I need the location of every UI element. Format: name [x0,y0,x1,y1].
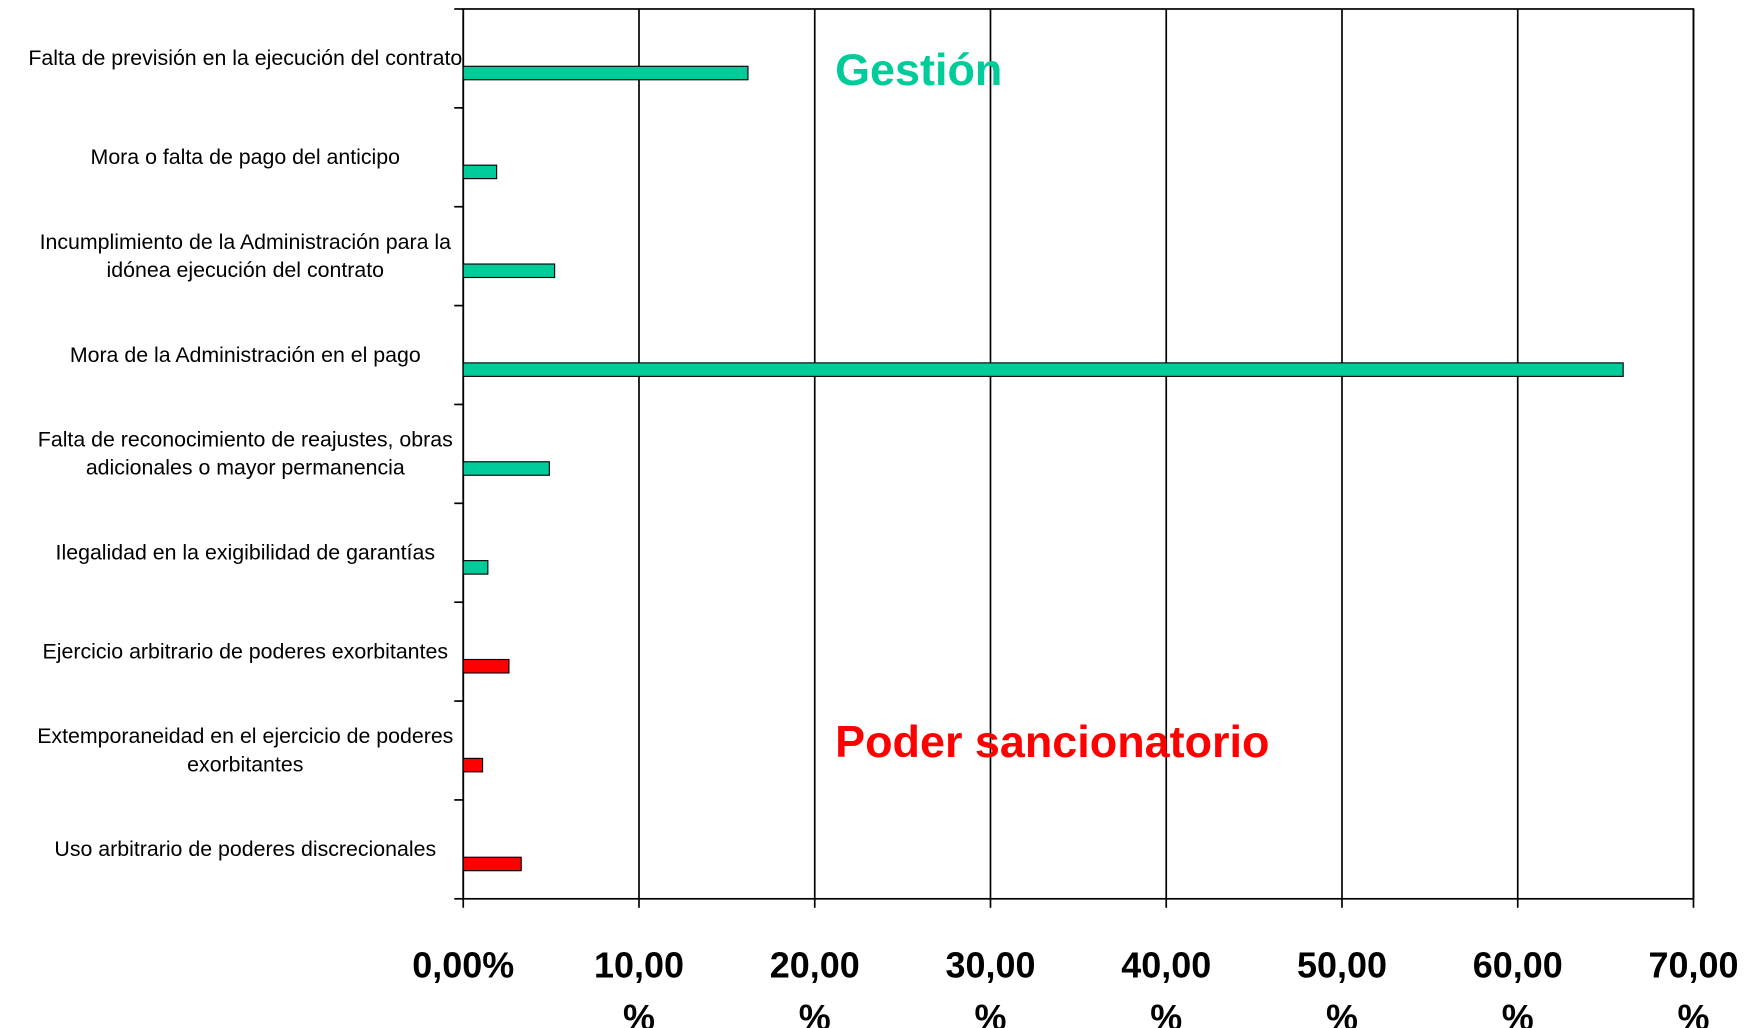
x-tick-label-line: % [1326,997,1358,1028]
x-tick-label-line: % [1502,997,1534,1028]
category-label-line: Mora o falta de pago del anticipo [91,145,400,169]
bar [462,658,510,674]
category-label: Uso arbitrario de poderes discrecionales [54,837,436,861]
x-tick-label-line: 70,00 [1649,944,1739,985]
x-tick-label: 10,00% [594,944,684,1028]
x-tick-label-line: 30,00 [946,944,1036,985]
category-label-line: Uso arbitrario de poderes discrecionales [54,837,436,861]
x-tick-label-line: % [975,997,1007,1028]
category-label: Falta de previsión en la ejecución del c… [28,46,462,70]
category-label-line: idónea ejecución del contrato [107,258,384,282]
category-label-line: Mora de la Administración en el pago [70,343,421,367]
plot-frame [462,8,1695,900]
category-label: Falta de reconocimiento de reajustes, ob… [38,428,453,480]
category-label-line: Falta de previsión en la ejecución del c… [28,46,462,70]
x-tick-label: 20,00% [770,944,860,1028]
category-label-line: exorbitantes [187,752,303,776]
x-tick-label-line: 50,00 [1297,944,1387,985]
category-label-line: adicionales o mayor permanencia [86,456,405,480]
bar [462,757,484,773]
x-tick-label-line: % [1150,997,1182,1028]
bar [462,856,522,872]
category-label: Mora de la Administración en el pago [70,343,421,367]
x-tick-label-line: % [799,997,831,1028]
x-tick-label-line: 60,00 [1473,944,1563,985]
x-tick-label-line: % [623,997,655,1028]
bar [462,362,1624,377]
x-tick-label: 40,00% [1121,944,1211,1028]
x-tick-label: 0,00% [412,944,514,985]
category-label-line: Extemporaneidad en el ejercicio de poder… [37,724,453,748]
bar [462,65,749,81]
x-tick-label-line: % [1677,997,1709,1028]
annotation: Poder sancionatorio [835,716,1269,767]
x-tick-label: 60,00% [1473,944,1563,1028]
category-label: Mora o falta de pago del anticipo [91,145,400,169]
x-tick-label-line: 20,00 [770,944,860,985]
bar [462,263,556,279]
x-tick-label-line: 40,00 [1121,944,1211,985]
x-tick-label-line: 0,00% [412,944,514,985]
category-label: Incumplimiento de la Administración para… [40,230,452,282]
bar [462,164,498,180]
annotation: Gestión [835,44,1002,95]
category-label-line: Ilegalidad en la exigibilidad de garantí… [56,541,435,565]
bar [462,461,550,476]
category-label: Ejercicio arbitrario de poderes exorbita… [43,639,448,663]
category-label-line: Falta de reconocimiento de reajustes, ob… [38,428,453,452]
x-tick-label-line: 10,00 [594,944,684,985]
category-label-line: Incumplimiento de la Administración para… [40,230,452,254]
category-label-line: Ejercicio arbitrario de poderes exorbita… [43,639,448,663]
x-tick-label: 70,00% [1649,944,1739,1028]
bar [462,560,489,575]
x-tick-label: 50,00% [1297,944,1387,1028]
category-label: Extemporaneidad en el ejercicio de poder… [37,724,453,776]
category-label: Ilegalidad en la exigibilidad de garantí… [56,541,435,565]
x-tick-label: 30,00% [946,944,1036,1028]
